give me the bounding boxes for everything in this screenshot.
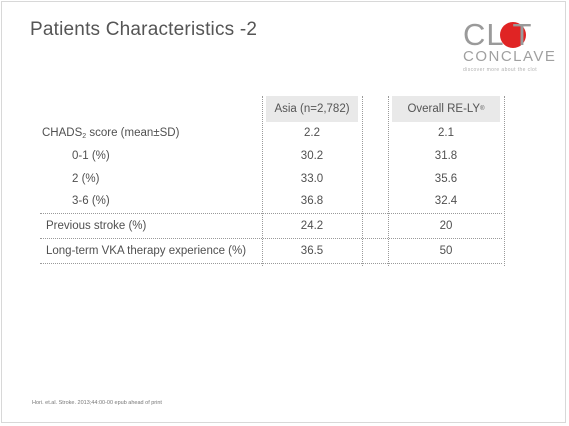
row-label: 0-1 (%) [72,150,110,162]
table-row: CHADS2 score (mean±SD) 2.2 2.1 [40,123,502,145]
table-row: Previous stroke (%) 24.2 20 [40,216,502,239]
clot-conclave-logo: CL T CONCLAVE discover more about the cl… [463,17,557,75]
cell-overall: 35.6 [434,173,458,185]
table-row: 2 (%) 33.0 35.6 [40,169,502,191]
cell-asia: 30.2 [300,150,324,162]
cell-asia: 36.5 [300,245,324,257]
column-divider [262,96,263,266]
cell-overall: 50 [439,245,453,257]
logo-conclave-text: CONCLAVE [463,48,557,65]
logo-tagline: discover more about the clot [463,67,538,73]
cell-overall: 32.4 [434,195,458,207]
row-label: CHADS2 score (mean±SD) [42,127,180,140]
column-header-asia: Asia (n=2,782) [266,96,358,122]
column-divider [388,96,389,266]
table-row: 0-1 (%) 30.2 31.8 [40,146,502,168]
column-divider [504,96,505,266]
row-label: 3-6 (%) [72,195,110,207]
column-divider [362,96,363,266]
table-row: Long-term VKA therapy experience (%) 36.… [40,241,502,264]
cell-overall: 2.1 [438,127,454,139]
table-row: 3-6 (%) 36.8 32.4 [40,191,502,214]
registered-mark: ® [480,106,485,112]
row-label: Long-term VKA therapy experience (%) [46,245,247,257]
cell-overall: 31.8 [434,150,458,162]
cell-overall: 20 [439,220,453,232]
logo-red-dot [500,22,526,48]
column-header-overall: Overall RE-LY ® [392,96,500,122]
logo-clot-text: CL T [463,17,533,52]
cell-asia: 24.2 [300,220,324,232]
cell-asia: 2.2 [304,127,320,139]
page-title: Patients Characteristics -2 [30,19,258,40]
cell-asia: 36.8 [300,195,324,207]
column-header-overall-label: Overall RE-LY [407,103,481,115]
row-label: Previous stroke (%) [46,220,147,232]
reference-citation: Hori. et.al. Stroke. 2013;44:00-00 epub … [32,400,162,406]
cell-asia: 33.0 [300,173,324,185]
row-label: 2 (%) [72,173,100,185]
